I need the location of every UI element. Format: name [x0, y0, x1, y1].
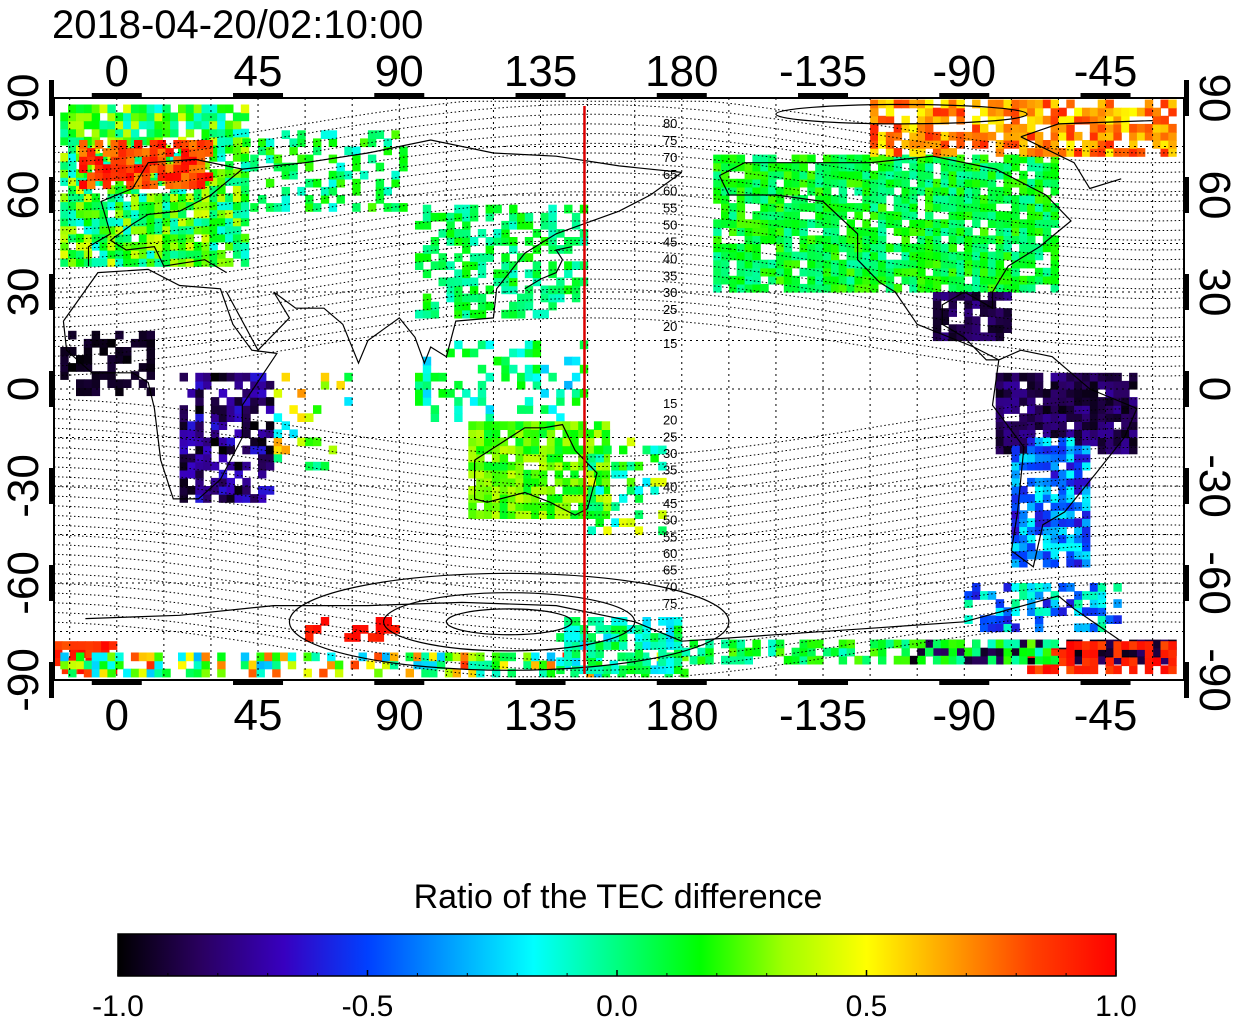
lat-tick-label-right: 90	[1190, 74, 1239, 123]
contour-label-south: 25	[663, 429, 677, 444]
colorbar	[117, 933, 1117, 977]
contour-label-north: 35	[663, 268, 677, 283]
contour-label-north: 15	[663, 336, 677, 351]
contour-label-north: 70	[663, 150, 677, 165]
lat-tick-label-right: -30	[1190, 454, 1239, 518]
lon-tick-label-bottom: 0	[105, 691, 129, 740]
lat-tick-label-left: -60	[0, 551, 48, 615]
contour-label-south: 40	[663, 479, 677, 494]
top-longitude-labels: 0 45 90 135 180 -135 -90 -45	[105, 47, 1138, 96]
contour-label-north: 75	[663, 133, 677, 148]
bottom-longitude-labels: 0 45 90 135 180 -135 -90 -45	[105, 691, 1138, 740]
lon-tick-label-bottom: -45	[1074, 691, 1138, 740]
contour-label-south: 45	[663, 496, 677, 511]
colorbar-tick-label: -1.0	[92, 990, 144, 1023]
lat-tick-label-left: -90	[0, 648, 48, 712]
lat-tick-label-left: 60	[0, 171, 48, 220]
lon-tick-label-top: -90	[932, 47, 996, 96]
lon-tick-label-top: 180	[645, 47, 718, 96]
lon-tick-label-bottom: 135	[504, 691, 577, 740]
lon-tick-label-bottom: 90	[375, 691, 424, 740]
colorbar-tick-label: 1.0	[1095, 990, 1137, 1023]
lon-tick-label-bottom: -135	[779, 691, 867, 740]
contour-label-north: 25	[663, 302, 677, 317]
contour-label-north: 80	[663, 116, 677, 131]
contour-label-north: 40	[663, 251, 677, 266]
contour-lines	[54, 100, 1184, 678]
colorbar-tick-label: 0.0	[596, 990, 638, 1023]
timestamp-title: 2018-04-20/02:10:00	[52, 3, 423, 47]
contour-label-north: 20	[663, 319, 677, 334]
lon-tick-label-bottom: -90	[932, 691, 996, 740]
contour-label-north: 45	[663, 235, 677, 250]
tec-data-patches	[54, 99, 1177, 678]
contour-label-south: 55	[663, 529, 677, 544]
colorbar-ticks: -1.0 -0.5 0.0 0.5 1.0	[92, 970, 1137, 1023]
lon-tick-label-top: 135	[504, 47, 577, 96]
lat-tick-label-right: -60	[1190, 551, 1239, 615]
lat-tick-label-right: 30	[1190, 268, 1239, 317]
lon-tick-label-top: 0	[105, 47, 129, 96]
contour-label-south: 30	[663, 446, 677, 461]
lat-tick-label-left: -30	[0, 454, 48, 518]
contour-label-north: 50	[663, 218, 677, 233]
colorbar-tick-label: -0.5	[342, 990, 394, 1023]
lat-tick-label-right: 60	[1190, 171, 1239, 220]
colorbar-title: Ratio of the TEC difference	[414, 878, 823, 916]
lon-tick-label-top: 90	[375, 47, 424, 96]
contour-label-north: 60	[663, 184, 677, 199]
contour-labels: 8075706560555045403530252015152025303540…	[663, 116, 677, 611]
contour-label-south: 50	[663, 513, 677, 528]
lat-tick-label-left: 30	[0, 268, 48, 317]
lon-tick-label-bottom: 45	[234, 691, 283, 740]
contour-label-south: 15	[663, 396, 677, 411]
lat-tick-label-right: 0	[1190, 377, 1239, 401]
lon-tick-label-top: 45	[234, 47, 283, 96]
lat-tick-label-right: -90	[1190, 648, 1239, 712]
lon-tick-label-top: -45	[1074, 47, 1138, 96]
contour-label-south: 75	[663, 596, 677, 611]
lat-tick-label-left: 0	[0, 377, 48, 401]
contour-label-south: 20	[663, 413, 677, 428]
contour-label-south: 60	[663, 546, 677, 561]
contour-label-south: 65	[663, 563, 677, 578]
lat-tick-label-left: 90	[0, 74, 48, 123]
lon-tick-label-top: -135	[779, 47, 867, 96]
colorbar-tick-label: 0.5	[846, 990, 888, 1023]
right-latitude-labels: 90 60 30 0 -30 -60 -90	[1190, 74, 1239, 712]
contour-label-south: 35	[663, 463, 677, 478]
left-latitude-labels: 90 60 30 0 -30 -60 -90	[0, 74, 48, 712]
contour-label-north: 30	[663, 285, 677, 300]
frame-ticks	[49, 80, 1189, 698]
lon-tick-label-bottom: 180	[645, 691, 718, 740]
contour-label-north: 65	[663, 167, 677, 182]
contour-label-south: 70	[663, 579, 677, 594]
contour-label-north: 55	[663, 201, 677, 216]
